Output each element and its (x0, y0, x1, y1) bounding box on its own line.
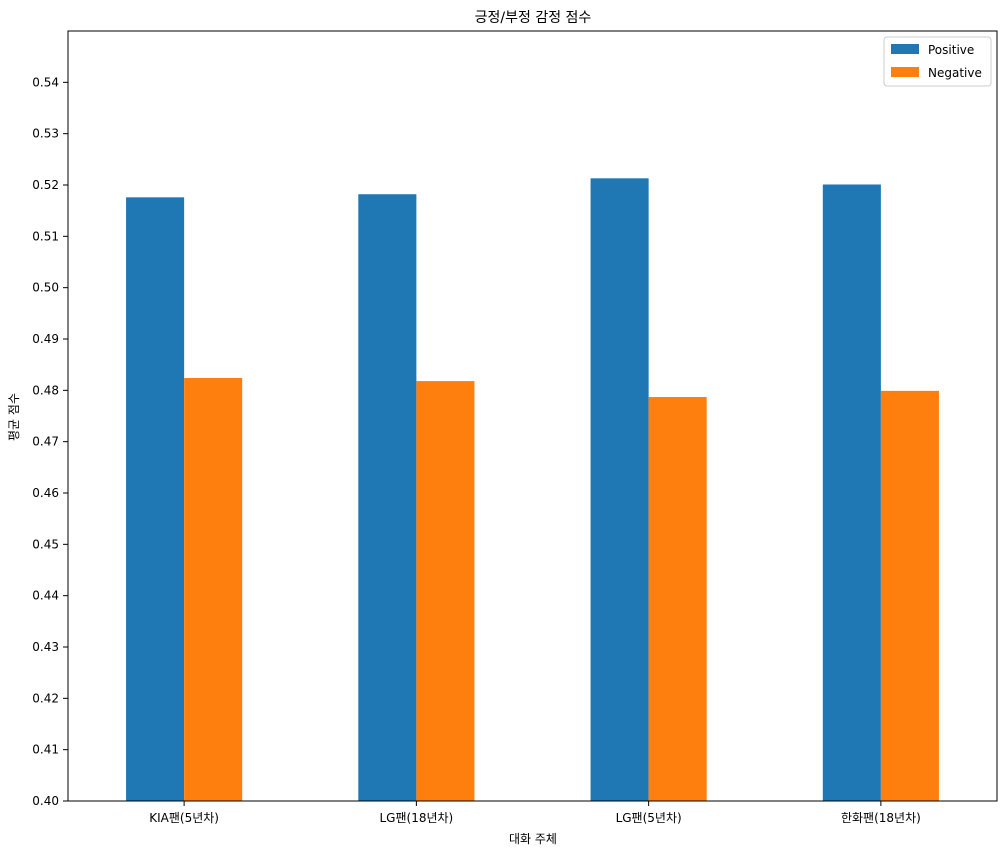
x-axis: KIA팬(5년차) LG팬(18년차) LG팬(5년차) 한화팬(18년차) (149, 801, 921, 825)
x-tick-label: LG팬(18년차) (380, 811, 454, 825)
bar-negative (880, 390, 939, 801)
legend-label-positive: Positive (928, 43, 974, 57)
plot-frame (67, 30, 998, 802)
bar-positive (126, 197, 185, 801)
bars-layer (126, 178, 939, 802)
y-tick-label: 0.49 (32, 332, 59, 346)
bar-positive (358, 194, 417, 802)
bar-positive (590, 178, 649, 801)
y-tick-label: 0.48 (32, 383, 59, 397)
y-tick-label: 0.41 (32, 743, 59, 757)
y-tick-label: 0.43 (32, 640, 59, 654)
y-tick-label: 0.52 (32, 178, 59, 192)
y-axis: 0.40 0.41 0.42 0.43 0.44 0.45 0.46 0.47 0.48 0.49… (32, 75, 68, 808)
y-tick-label: 0.51 (32, 229, 59, 243)
y-tick-label: 0.50 (32, 281, 59, 295)
bar-positive (822, 184, 881, 801)
legend-swatch-positive (891, 44, 919, 54)
y-tick-label: 0.53 (32, 127, 59, 141)
y-tick-label: 0.54 (32, 75, 59, 89)
x-tick-label: 한화팬(18년차) (841, 811, 921, 825)
legend-label-negative: Negative (928, 66, 982, 80)
x-tick-label: KIA팬(5년차) (149, 811, 219, 825)
bar-negative (184, 378, 243, 801)
y-tick-label: 0.42 (32, 691, 59, 705)
bar-negative (416, 381, 475, 801)
y-tick-label: 0.46 (32, 486, 59, 500)
y-tick-label: 0.44 (32, 589, 59, 603)
chart-title: 긍정/부정 감정 점수 (475, 10, 592, 26)
legend: Positive Negative (883, 36, 992, 87)
bar-negative (648, 397, 707, 801)
y-tick-label: 0.40 (32, 794, 59, 808)
x-tick-label: LG팬(5년차) (616, 811, 682, 825)
y-tick-label: 0.47 (32, 435, 59, 449)
y-axis-label: 평균 점수 (7, 393, 21, 441)
x-axis-label: 대화 주체 (509, 832, 557, 846)
y-tick-label: 0.45 (32, 537, 59, 551)
legend-swatch-negative (891, 67, 919, 77)
